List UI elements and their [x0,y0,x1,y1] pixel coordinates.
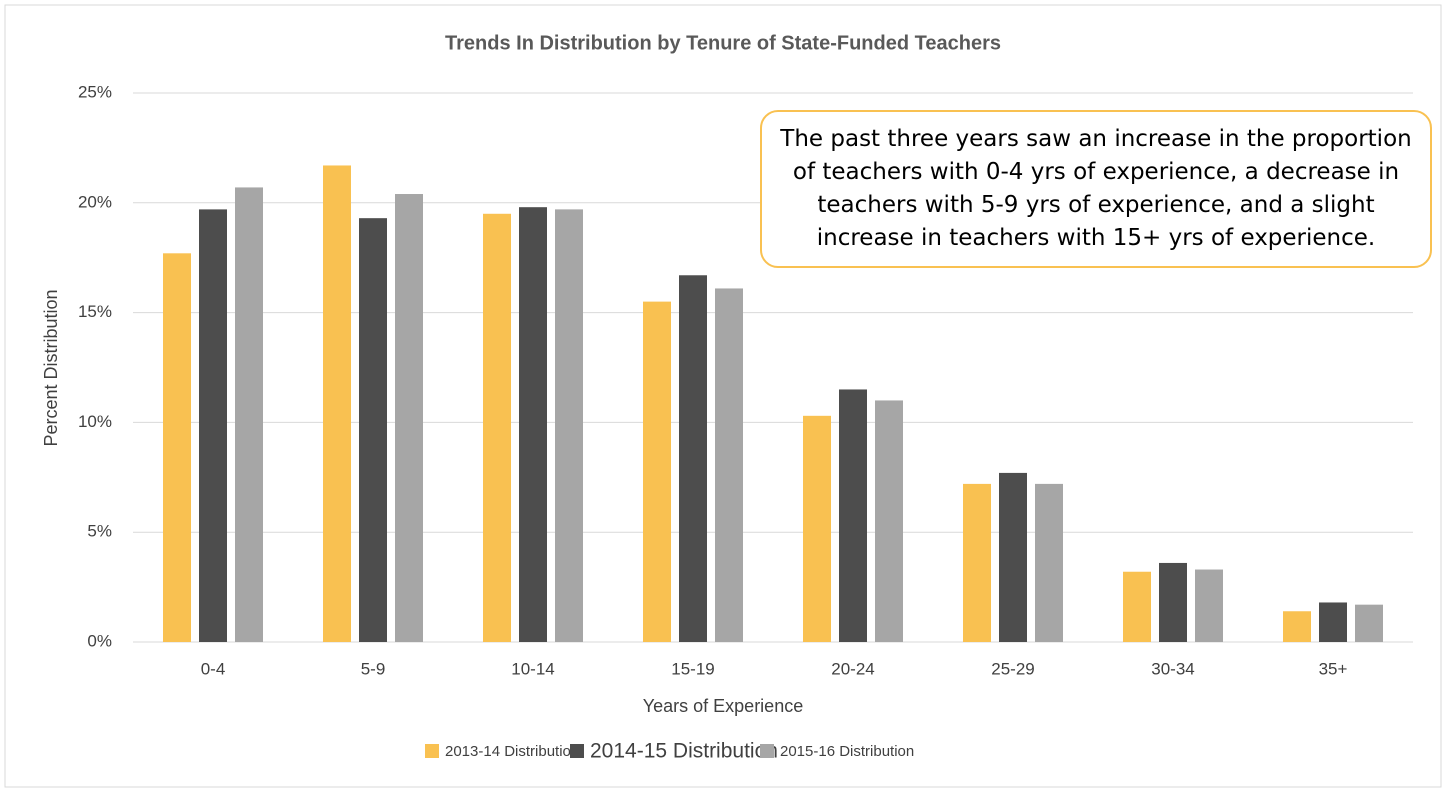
x-tick-label: 35+ [1319,659,1348,678]
y-tick-label: 0% [87,631,112,650]
y-tick-label: 25% [78,82,112,101]
bar [163,253,191,643]
bar [715,288,743,642]
x-tick-label: 20-24 [831,659,874,678]
bar [679,275,707,642]
bar [235,187,263,643]
bar [395,194,423,643]
bar [1195,569,1223,642]
bar [803,415,831,642]
bar [1319,602,1347,642]
bar [875,400,903,642]
bar [1355,604,1383,642]
legend-swatch [425,744,439,758]
bar [643,301,671,642]
chart-title: Trends In Distribution by Tenure of Stat… [445,32,1001,54]
x-tick-label: 5-9 [361,659,386,678]
x-tick-label: 30-34 [1151,659,1194,678]
x-tick-label: 15-19 [671,659,714,678]
legend-swatch [760,744,774,758]
bar [199,209,227,642]
y-tick-label: 10% [78,412,112,431]
legend-label: 2014-15 Distribution [590,740,778,763]
y-tick-label: 20% [78,192,112,211]
bar [555,209,583,642]
x-tick-label: 10-14 [511,659,554,678]
legend-label: 2013-14 Distribution [445,743,579,760]
bar [1035,483,1063,642]
x-tick-label: 25-29 [991,659,1034,678]
y-axis-label: Percent Distribution [41,289,61,446]
legend-swatch [570,744,584,758]
bar [359,218,387,642]
x-axis-label: Years of Experience [643,696,803,716]
y-tick-label: 5% [87,522,112,541]
x-tick-label: 0-4 [201,659,226,678]
bar [1159,562,1187,642]
bar [483,213,511,642]
legend-label: 2015-16 Distribution [780,743,914,760]
bar [839,389,867,642]
annotation: The past three years saw an increase in … [760,110,1432,268]
bar [963,483,991,642]
bar [519,207,547,642]
bar [323,165,351,642]
bar [1123,571,1151,642]
bar [999,472,1027,642]
y-tick-label: 15% [78,302,112,321]
bar [1283,611,1311,642]
